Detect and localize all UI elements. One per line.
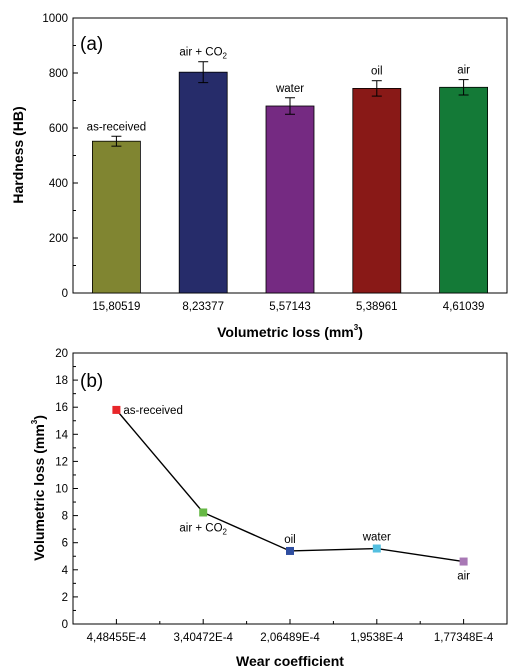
x-tick-label-a: 15,80519 — [92, 301, 140, 313]
point-label: air — [457, 571, 470, 583]
x-axis-b: 4,48455E-4 3,40472E-4 2,06489E-4 1,9538E-4 1… — [87, 619, 494, 644]
series-line: as-received air + CO2 oil water air — [112, 405, 470, 583]
bar-label-text: air + CO — [179, 47, 222, 59]
bar-label: water — [275, 83, 304, 95]
y-tick-label-a: 1000 — [42, 13, 68, 25]
point-label: oil — [284, 534, 296, 546]
data-point — [112, 405, 121, 414]
y-tick-label-b: 18 — [55, 375, 68, 387]
x-axis-title-a: Volumetric loss (mm3) — [217, 323, 363, 340]
panel-label-a: (a) — [80, 34, 103, 55]
bar — [92, 140, 141, 294]
y-tick-label-a: 0 — [62, 288, 68, 300]
point-label: as-received — [123, 405, 182, 417]
y-tick-label-b: 14 — [55, 429, 68, 441]
y-tick-label-a: 800 — [49, 68, 68, 80]
bars: as-received air + CO2 water oil air — [87, 47, 489, 294]
point-label-text: as-received — [123, 405, 182, 417]
x-axis-a: 15,80519 8,23377 5,57143 5,38961 4,61039 — [92, 288, 484, 313]
y-axis-title-b-end: ) — [31, 415, 47, 420]
y-tick-label-b: 12 — [55, 456, 68, 468]
x-tick-label-a: 4,61039 — [443, 301, 485, 313]
x-tick-label-a: 5,38961 — [356, 301, 398, 313]
y-tick-label-a: 400 — [49, 178, 68, 190]
y-tick-label-b: 0 — [62, 619, 68, 631]
bar-label-text: as-received — [87, 121, 146, 133]
bar — [265, 105, 315, 294]
bar-label-text: water — [275, 83, 304, 95]
x-axis-title-a-end: ) — [358, 324, 363, 340]
y-axis-a: 0 200 400 600 800 1000 — [42, 13, 78, 300]
x-axis-title-a-sup: 3 — [354, 323, 359, 332]
y-tick-label-a: 200 — [49, 233, 68, 245]
y-axis-b: 0 2 4 6 8 10 12 14 16 18 20 — [55, 348, 78, 631]
point-label-sub: 2 — [223, 527, 228, 536]
panel-label-b: (b) — [80, 371, 103, 392]
bar-label-text: air — [457, 65, 470, 77]
y-tick-label-b: 20 — [55, 348, 68, 360]
x-tick-label-a: 5,57143 — [269, 301, 311, 313]
hardness-bar-chart: 0 200 400 600 800 1000 15,80519 8,23377 5,57143… — [10, 13, 508, 340]
data-point — [372, 544, 381, 553]
point-label: air + CO2 — [179, 522, 227, 536]
bar-label-sub: 2 — [223, 52, 228, 61]
x-tick-label-b: 1,9538E-4 — [350, 632, 404, 644]
point-label-text: oil — [284, 534, 296, 546]
y-axis-title-b: Volumetric loss (mm3) — [30, 415, 47, 561]
bar — [178, 71, 228, 294]
volumetric-loss-line-chart: 0 2 4 6 8 10 12 14 16 18 20 4,48455E-4 3,40472E-4 2,… — [30, 348, 508, 669]
x-tick-label-b: 3,40472E-4 — [173, 632, 233, 644]
y-tick-label-b: 16 — [55, 402, 68, 414]
bar — [352, 88, 402, 294]
data-point — [286, 546, 294, 555]
point-label-text: air + CO — [179, 522, 222, 534]
x-axis-title-a-text: Volumetric loss (mm — [217, 324, 354, 340]
bar-label-text: oil — [371, 66, 383, 78]
data-point — [199, 508, 208, 517]
y-tick-label-b: 2 — [62, 592, 68, 604]
x-tick-label-a: 8,23377 — [182, 301, 224, 313]
y-axis-title-a: Hardness (HB) — [10, 106, 26, 203]
bar-label: as-received — [87, 121, 146, 133]
point-label-text: air — [457, 571, 470, 583]
y-tick-label-a: 600 — [49, 123, 68, 135]
data-point — [459, 557, 468, 566]
y-axis-title-b-text: Volumetric loss (mm — [31, 424, 47, 561]
x-axis-title-b: Wear coefficient — [236, 653, 344, 669]
plot-frame-b — [72, 352, 508, 625]
bar — [439, 86, 489, 294]
bar-label: air — [457, 65, 470, 77]
point-label-text: water — [362, 532, 391, 544]
x-tick-label-b: 2,06489E-4 — [260, 632, 320, 644]
y-axis-title-b-sup: 3 — [30, 419, 39, 424]
x-tick-label-b: 1,77348E-4 — [434, 632, 494, 644]
y-tick-label-b: 4 — [62, 565, 69, 577]
bar-label: air + CO2 — [179, 47, 227, 61]
bar-label: oil — [371, 66, 383, 78]
point-label: water — [362, 532, 391, 544]
x-tick-label-b: 4,48455E-4 — [87, 632, 147, 644]
y-tick-label-b: 6 — [62, 538, 68, 550]
y-tick-label-b: 8 — [62, 511, 68, 523]
y-tick-label-b: 10 — [55, 484, 68, 496]
